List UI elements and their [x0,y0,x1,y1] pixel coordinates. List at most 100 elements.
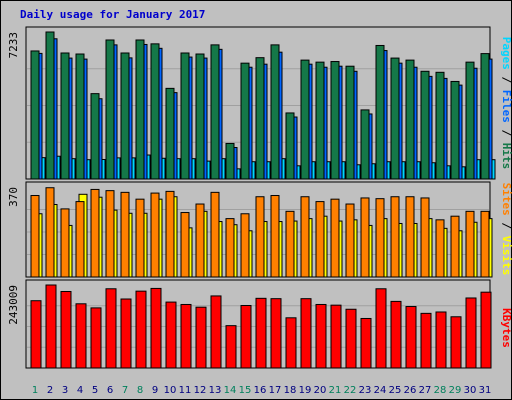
kbytes-bar-kbytes-day-23 [360,317,372,369]
kbytes-bar-kbytes-day-11 [180,303,192,369]
pages-files-hits-bar-hits-day-15 [240,62,250,180]
pages-files-hits-bar-hits-day-23 [360,109,370,180]
day-label-1: 1 [32,385,38,396]
kbytes-bar-kbytes-day-29 [450,316,462,369]
pages-files-hits-bar-hits-day-10 [165,87,175,180]
day-label-19: 19 [299,385,312,396]
pages-files-hits-bar-hits-day-13 [210,44,220,180]
kbytes-bar-kbytes-day-21 [330,304,342,369]
sites-visits-bar-sites-day-2 [45,187,55,278]
sites-visits-bar-sites-day-7 [120,191,130,278]
kbytes-bar-kbytes-day-10 [165,301,177,369]
pages-files-hits-bar-hits-day-28 [435,71,445,180]
pages-files-hits-bar-hits-day-22 [345,65,355,180]
kbytes-legend: KBytes [500,308,512,348]
kbytes-bar-kbytes-day-15 [240,304,252,369]
sites-visits-bar-sites-day-8 [135,198,145,278]
day-label-11: 11 [179,385,192,396]
sites-visits-bar-sites-day-5 [90,188,100,278]
pages-files-hits-bar-hits-day-14 [225,142,235,180]
pages-files-hits-bar-hits-day-31 [480,53,490,180]
day-label-9: 9 [152,385,158,396]
pages-files-hits-legend: Pages / Files / Hits [500,37,512,170]
sites-visits-bar-sites-day-11 [180,212,190,278]
kbytes-bar-kbytes-day-22 [345,308,357,369]
day-label-29: 29 [449,385,462,396]
pages-files-hits-bar-hits-day-5 [90,93,100,180]
pages-files-hits-bar-hits-day-2 [45,31,55,180]
day-label-3: 3 [62,385,68,396]
pages-files-hits-legend-files: Files [500,90,512,123]
day-label-30: 30 [464,385,477,396]
sites-visits-bar-sites-day-17 [270,195,280,278]
kbytes-bar-kbytes-day-17 [270,298,282,369]
sites-visits-bar-sites-day-26 [405,196,415,278]
kbytes-bar-kbytes-day-16 [255,297,267,369]
pages-files-hits-bar-hits-day-6 [105,39,115,180]
day-label-6: 6 [107,385,113,396]
pages-files-hits-bar-hits-day-9 [150,43,160,180]
sites-visits-bar-sites-day-30 [465,210,475,278]
sites-visits-bar-sites-day-22 [345,203,355,278]
pages-files-hits-bar-hits-day-4 [75,53,85,180]
pages-files-hits-bar-hits-day-1 [30,50,40,180]
sites-visits-bar-sites-day-9 [150,192,160,278]
pages-files-hits-legend-separator: / [500,123,512,143]
sites-visits-bar-sites-day-16 [255,196,265,278]
day-label-24: 24 [374,385,387,396]
kbytes-bar-kbytes-day-25 [390,300,402,369]
chart-title: Daily usage for January 2017 [20,8,205,21]
kbytes-bar-kbytes-day-26 [405,306,417,369]
day-label-16: 16 [254,385,267,396]
day-label-17: 17 [269,385,282,396]
pages-files-hits-bar-hits-day-19 [300,59,310,180]
pages-files-hits-bar-hits-day-21 [330,61,340,180]
sites-visits-bar-sites-day-15 [240,213,250,278]
kbytes-bar-kbytes-day-28 [435,311,447,369]
kbytes-bar-kbytes-day-12 [195,306,207,369]
pages-files-hits-bar-hits-day-30 [465,61,475,180]
day-label-23: 23 [359,385,372,396]
sites-visits-bar-sites-day-4 [75,201,85,278]
day-label-22: 22 [344,385,357,396]
sites-visits-bar-sites-day-19 [300,196,310,278]
pages-files-hits-legend-separator: / [500,70,512,90]
day-label-5: 5 [92,385,98,396]
pages-files-hits-bar-hits-day-7 [120,52,130,180]
pages-files-hits-bar-hits-day-25 [390,57,400,180]
pages-files-hits-bar-hits-day-26 [405,59,415,180]
pages-files-hits-legend-hits: Hits [500,143,512,170]
pages-files-hits-bar-hits-day-12 [195,53,205,180]
day-label-8: 8 [137,385,143,396]
kbytes-bar-kbytes-day-8 [135,290,147,369]
pages-files-hits-bar-hits-day-8 [135,39,145,180]
kbytes-bar-kbytes-day-27 [420,312,432,369]
kbytes-bar-kbytes-day-4 [75,303,87,369]
day-label-18: 18 [284,385,297,396]
sites-visits-bar-sites-day-25 [390,196,400,278]
kbytes-max-label: 243009 [7,285,20,325]
day-label-12: 12 [194,385,207,396]
day-label-27: 27 [419,385,432,396]
day-label-2: 2 [47,385,53,396]
sites-visits-bar-sites-day-3 [60,208,70,278]
sites-visits-bar-sites-day-14 [225,218,235,278]
pages-files-hits-bar-hits-day-24 [375,44,385,180]
pages-files-hits-legend-pages: Pages [500,37,512,70]
kbytes-bar-kbytes-day-5 [90,307,102,369]
kbytes-legend-kbytes: KBytes [500,308,512,348]
sites-visits-bar-sites-day-21 [330,198,340,278]
pages-files-hits-bar-hits-day-20 [315,61,325,180]
sites-visits-bar-sites-day-20 [315,201,325,278]
sites-visits-bar-sites-day-24 [375,198,385,278]
kbytes-bar-kbytes-day-9 [150,287,162,369]
sites-visits-bar-sites-day-27 [420,197,430,278]
pages-files-hits-bar-hits-day-17 [270,44,280,180]
day-label-14: 14 [224,385,237,396]
kbytes-bar-kbytes-day-1 [30,300,42,369]
sites-visits-legend-visits: Visits [500,236,512,276]
day-label-4: 4 [77,385,83,396]
sites-visits-bar-sites-day-31 [480,210,490,278]
